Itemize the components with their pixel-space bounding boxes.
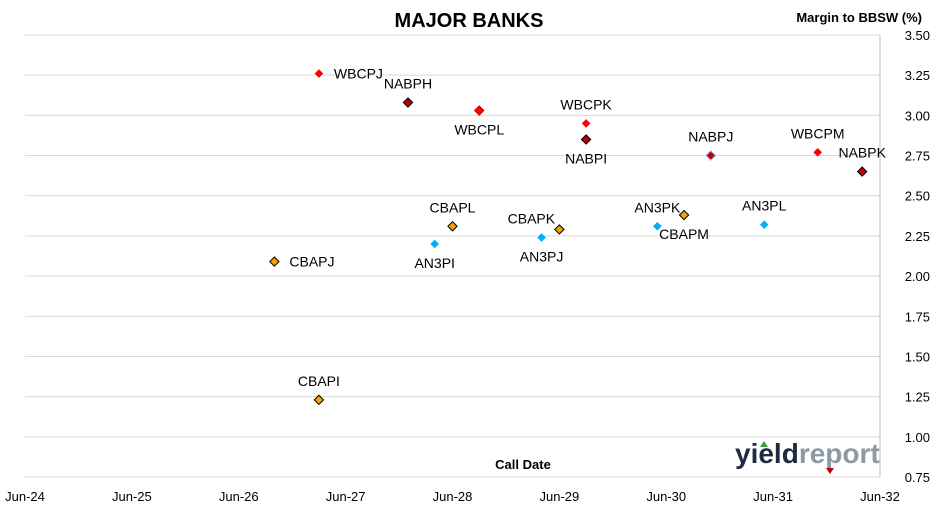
y-tick-label: 1.25 [905,390,930,405]
point-label-nabpk: NABPK [838,145,886,161]
x-tick-label: Jun-25 [112,489,152,504]
data-point-an3pi [430,239,439,249]
logo-arrow-icon [826,468,834,474]
y-axis-label: Margin to BBSW (%) [796,10,922,25]
point-label-wbcpj: WBCPJ [334,66,383,82]
x-tick-label: Jun-27 [326,489,366,504]
data-point-nabpi [580,134,592,145]
data-point-cbapm [678,209,690,221]
point-label-cbapl: CBAPL [430,199,476,215]
y-tick-label: 2.50 [905,189,930,204]
data-point-wbcpl [473,105,485,116]
point-label-an3pl: AN3PL [742,198,787,214]
point-label-an3pj: AN3PJ [520,249,564,265]
point-label-cbapm: CBAPM [659,226,709,242]
point-label-wbcpk: WBCPK [560,96,612,112]
logo-word-yield: yield [735,438,799,469]
x-tick-labels: Jun-24 Jun-25 Jun-26 Jun-27 Jun-28 Jun-29 Jun-… [5,489,900,504]
svg-text:yieldreport: yieldreport [735,438,880,469]
x-tick-label: Jun-30 [646,489,686,504]
y-tick-label: 3.25 [905,68,930,83]
y-tick-label: 3.00 [905,108,930,123]
data-point-wbcpm [813,148,822,157]
data-point-wbcpj [314,69,324,78]
y-tick-labels: 3.50 3.25 3.00 2.75 2.50 2.25 2.00 1.75 1.50 1.25… [905,28,930,485]
data-point-cbapi [313,394,325,406]
point-label-nabpj: NABPJ [688,129,733,145]
point-label-an3pi: AN3PI [414,255,454,271]
data-point-an3pl [759,220,769,229]
y-tick-label: 2.25 [905,229,930,244]
point-label-cbapk: CBAPK [508,210,556,226]
x-tick-label: Jun-24 [5,489,45,504]
data-point-cbapj [269,256,280,267]
point-label-nabph: NABPH [384,76,432,92]
data-point-an3pk [653,221,662,231]
data-point-cbapl [447,220,458,232]
y-tick-label: 2.00 [905,269,930,284]
data-point-cbapk [554,224,565,235]
chart-title: MAJOR BANKS [395,10,544,32]
y-tick-label: 1.50 [905,349,930,364]
logo-word-report: report [799,438,880,469]
data-point-nabpj [705,150,717,161]
y-tick-label: 1.00 [905,430,930,445]
y-tick-label: 0.75 [905,470,930,485]
logo-arrow-up-icon [760,441,768,447]
y-tick-label: 1.75 [905,309,930,324]
x-tick-label: Jun-26 [219,489,259,504]
point-label-cbapi: CBAPI [298,373,340,389]
y-tick-label: 2.75 [905,149,930,164]
x-axis-label: Call Date [495,457,551,472]
data-point-nabph [402,97,414,108]
x-tick-label: Jun-29 [540,489,580,504]
point-label-wbcpm: WBCPM [791,125,845,141]
data-point-wbcpk [581,119,591,128]
x-tick-label: Jun-32 [860,489,900,504]
x-tick-label: Jun-28 [433,489,473,504]
point-label-an3pk: AN3PK [634,199,681,215]
data-point-nabpk [856,166,868,177]
point-label-wbcpl: WBCPL [454,122,504,138]
gridlines [25,34,881,478]
point-label-nabpi: NABPI [565,150,607,166]
x-tick-label: Jun-31 [753,489,793,504]
y-tick-label: 3.50 [905,28,930,43]
yieldreport-logo: yieldreport [735,438,880,474]
data-point-an3pj [537,233,546,242]
point-label-cbapj: CBAPJ [289,254,334,270]
data-points [269,69,868,406]
